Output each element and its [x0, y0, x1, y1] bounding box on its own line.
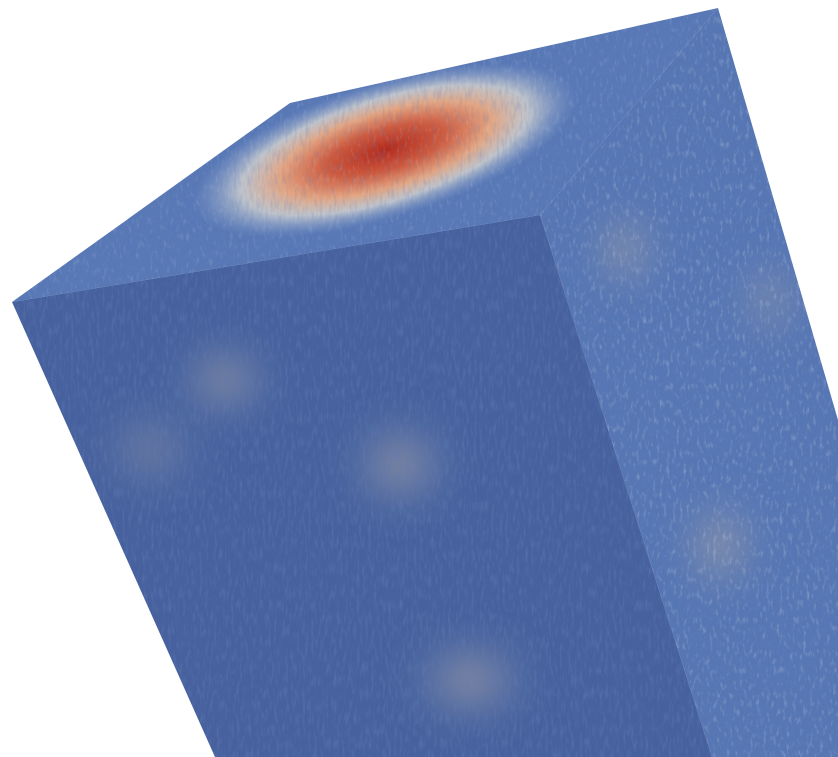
render-view: [0, 0, 838, 757]
page: (() => { const data = JSON.parse(documen…: [0, 0, 838, 757]
